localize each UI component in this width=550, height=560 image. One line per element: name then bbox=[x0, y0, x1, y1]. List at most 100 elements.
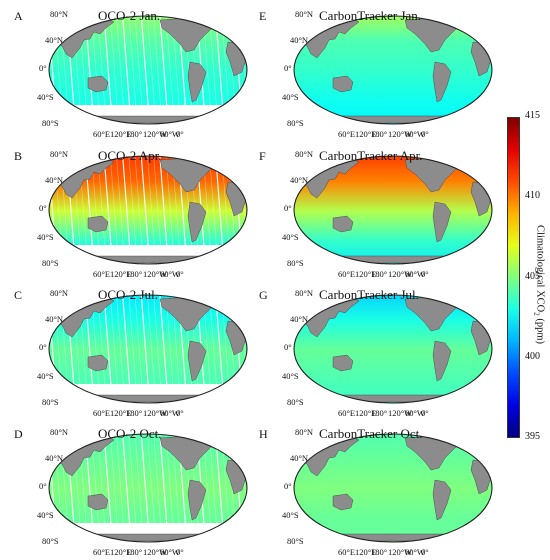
panel-letter: H bbox=[259, 427, 268, 441]
lon-tick-label: 60°E bbox=[93, 129, 111, 139]
panel-letter: G bbox=[259, 288, 268, 302]
lon-tick-label: 0° bbox=[176, 547, 184, 557]
lon-tick-label: 120°W bbox=[143, 408, 168, 418]
lon-tick-label: 60°W bbox=[160, 129, 180, 139]
lon-tick-label: 0° bbox=[176, 408, 184, 418]
lat-tick-label: 40°N bbox=[45, 314, 64, 324]
lat-tick-label: 80°N bbox=[50, 149, 69, 159]
lat-tick-label: 40°N bbox=[45, 35, 64, 45]
map-panel-f: F CarbonTracker Apr. 80°N 40°N 0° 40°S 80°S 60°… bbox=[255, 146, 495, 282]
panel-title: CarbonTracker Oct. bbox=[319, 426, 423, 441]
lon-tick-label: 60°E bbox=[338, 547, 356, 557]
continent-south-america bbox=[432, 201, 452, 243]
panel-letter: A bbox=[14, 9, 23, 23]
continent-antarctica bbox=[57, 115, 239, 124]
lon-tick-label: 0° bbox=[421, 408, 429, 418]
map-panel-d: D OCO-2 Oct. 80°N 40°N 0° 40°S 80°S 60°E 120°E 18… bbox=[10, 424, 250, 560]
lat-tick-label: 40°S bbox=[37, 232, 54, 242]
island-greenland bbox=[452, 434, 470, 441]
continent-antarctica bbox=[57, 255, 239, 264]
lat-tick-label: 40°N bbox=[290, 314, 309, 324]
lon-tick-label: 120°E bbox=[110, 547, 132, 557]
xco2-map bbox=[48, 15, 248, 125]
xco2-map bbox=[293, 294, 493, 404]
continent-australia bbox=[87, 215, 109, 233]
lat-tick-label: 0° bbox=[39, 203, 47, 213]
panel-letter: B bbox=[14, 149, 23, 163]
map-panel-g: G CarbonTracker Jul. 80°N 40°N 0° 40°S 80°S 60°… bbox=[255, 285, 495, 421]
lat-tick-label: 80°S bbox=[287, 118, 304, 128]
lon-tick-label: 0° bbox=[176, 129, 184, 139]
lon-tick-label: 60°W bbox=[160, 547, 180, 557]
island-greenland bbox=[207, 16, 225, 23]
colorbar-tick-label: 405 bbox=[525, 270, 540, 282]
lat-tick-label: 80°S bbox=[287, 397, 304, 407]
colorbar-label: Climatological XCO2 (ppm) bbox=[532, 225, 546, 345]
continent-antarctica bbox=[57, 533, 239, 542]
lat-tick-label: 80°N bbox=[295, 9, 314, 19]
lat-tick-label: 40°N bbox=[290, 175, 309, 185]
lon-tick-label: 120°E bbox=[355, 129, 377, 139]
map-panel-b: B OCO-2 Apr. 80°N 40°N 0° 40°S 80°S 60°E 120°E 18… bbox=[10, 146, 250, 282]
continent-antarctica bbox=[57, 394, 239, 403]
lon-tick-label: 0° bbox=[421, 269, 429, 279]
lat-tick-label: 80°N bbox=[295, 288, 314, 298]
xco2-map bbox=[293, 155, 493, 265]
continent-south-america bbox=[187, 61, 207, 103]
panel-title: OCO-2 Apr. bbox=[98, 148, 162, 163]
lon-tick-label: 120°E bbox=[110, 269, 132, 279]
island-greenland bbox=[452, 156, 470, 163]
panel-title: OCO-2 Oct. bbox=[98, 426, 162, 441]
lon-tick-label: 60°W bbox=[160, 408, 180, 418]
panel-title: OCO-2 Jan. bbox=[98, 8, 161, 23]
lon-tick-label: 120°E bbox=[355, 408, 377, 418]
colorbar-tick-label: 410 bbox=[525, 190, 540, 202]
lon-tick-label: 0° bbox=[176, 269, 184, 279]
panel-letter: F bbox=[259, 149, 266, 163]
map-frame bbox=[48, 15, 248, 125]
continent-antarctica bbox=[302, 394, 484, 403]
map-panel-c: C OCO-2 Jul. 80°N 40°N 0° 40°S 80°S 60°E 120°E 18… bbox=[10, 285, 250, 421]
map-frame bbox=[293, 155, 493, 265]
lon-tick-label: 60°E bbox=[93, 269, 111, 279]
lat-tick-label: 40°N bbox=[290, 35, 309, 45]
xco2-map bbox=[293, 15, 493, 125]
lat-tick-label: 80°N bbox=[295, 427, 314, 437]
lon-tick-label: 0° bbox=[421, 547, 429, 557]
lon-tick-label: 60°W bbox=[405, 129, 425, 139]
lon-tick-label: 60°W bbox=[405, 269, 425, 279]
lat-tick-label: 0° bbox=[39, 63, 47, 73]
panel-title: OCO-2 Jul. bbox=[98, 287, 158, 302]
lat-tick-label: 40°S bbox=[37, 371, 54, 381]
map-frame bbox=[48, 433, 248, 543]
panel-title: CarbonTracker Jul. bbox=[319, 287, 419, 302]
continent-south-america bbox=[432, 340, 452, 382]
lat-tick-label: 80°N bbox=[50, 288, 69, 298]
lon-tick-label: 120°W bbox=[388, 269, 413, 279]
colorbar bbox=[507, 117, 520, 438]
panel-title: CarbonTracker Apr. bbox=[319, 148, 423, 163]
lat-tick-label: 80°S bbox=[287, 536, 304, 546]
lon-tick-label: 180° bbox=[371, 129, 388, 139]
lon-tick-label: 60°E bbox=[338, 269, 356, 279]
lat-tick-label: 40°N bbox=[45, 175, 64, 185]
lon-tick-label: 180° bbox=[126, 269, 143, 279]
continent-south-america bbox=[187, 479, 207, 521]
lon-tick-label: 120°E bbox=[110, 408, 132, 418]
lon-tick-label: 120°W bbox=[143, 269, 168, 279]
lon-tick-label: 120°E bbox=[110, 129, 132, 139]
lon-tick-label: 60°E bbox=[93, 547, 111, 557]
lat-tick-label: 80°N bbox=[50, 427, 69, 437]
xco2-field bbox=[294, 156, 492, 264]
lat-tick-label: 80°N bbox=[50, 9, 69, 19]
lon-tick-label: 120°W bbox=[143, 129, 168, 139]
continent-australia bbox=[332, 75, 354, 93]
lon-tick-label: 120°W bbox=[388, 129, 413, 139]
lon-tick-label: 120°E bbox=[355, 547, 377, 557]
continent-antarctica bbox=[302, 255, 484, 264]
lon-tick-label: 60°W bbox=[405, 547, 425, 557]
map-panel-e: E CarbonTracker Jan. 80°N 40°N 0° 40°S 80°S 60°… bbox=[255, 6, 495, 142]
lat-tick-label: 40°S bbox=[37, 510, 54, 520]
panel-letter: D bbox=[14, 427, 23, 441]
lat-tick-label: 80°S bbox=[42, 397, 59, 407]
